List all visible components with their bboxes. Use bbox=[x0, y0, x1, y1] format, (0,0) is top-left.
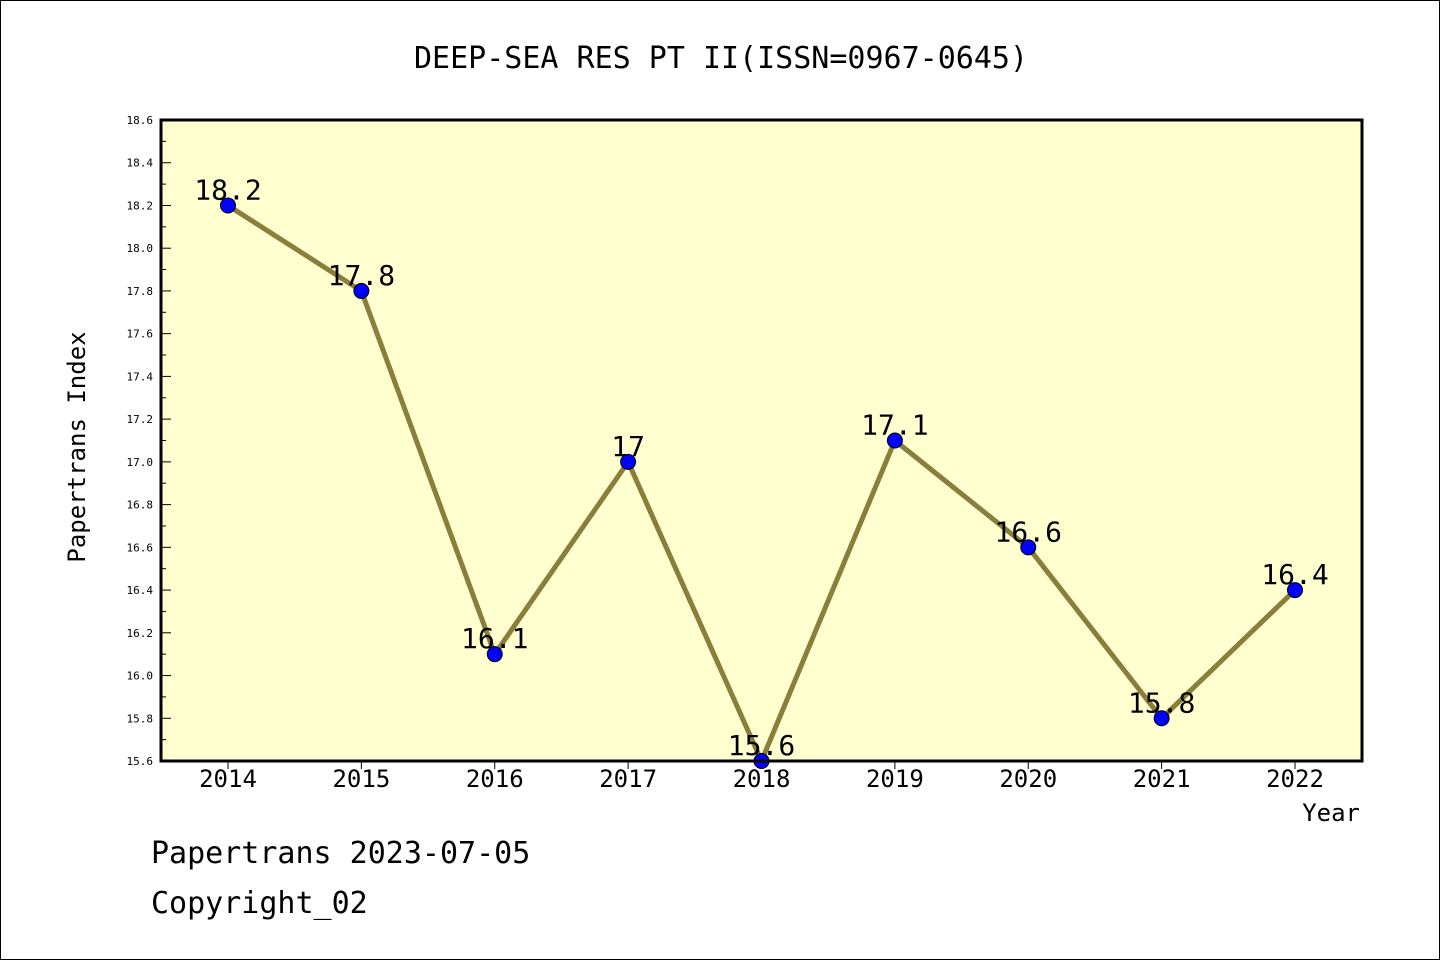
footer-copyright-text: Copyright_02 bbox=[151, 886, 368, 921]
x-tick-label: 2018 bbox=[733, 765, 791, 793]
y-tick-label: 17.8 bbox=[127, 285, 154, 298]
data-label: 17.8 bbox=[328, 259, 395, 292]
data-point bbox=[220, 197, 236, 214]
data-point bbox=[886, 432, 903, 449]
footer-date-text: Papertrans 2023-07-05 bbox=[151, 836, 531, 871]
data-point bbox=[353, 282, 370, 299]
y-tick-label: 18.4 bbox=[127, 157, 154, 170]
data-label: 16.6 bbox=[995, 515, 1062, 548]
y-tick-label: 16.6 bbox=[127, 541, 154, 554]
y-tick-label: 18.2 bbox=[127, 199, 154, 212]
y-tick-label: 16.4 bbox=[127, 584, 154, 597]
data-label: 16.4 bbox=[1261, 558, 1328, 591]
data-point bbox=[1020, 539, 1037, 556]
data-point bbox=[1153, 710, 1170, 727]
x-tick-label: 2022 bbox=[1266, 765, 1324, 793]
y-axis-label: Papertrans Index bbox=[63, 331, 91, 562]
data-point bbox=[486, 646, 503, 663]
data-point bbox=[620, 453, 637, 470]
x-tick-label: 2016 bbox=[466, 765, 524, 793]
chart-title: DEEP-SEA RES PT II(ISSN=0967-0645) bbox=[414, 41, 1028, 76]
y-tick-label: 17.4 bbox=[127, 370, 154, 383]
x-tick-label: 2017 bbox=[599, 765, 657, 793]
y-tick-label: 17.6 bbox=[127, 328, 154, 341]
y-tick-label: 16.8 bbox=[127, 499, 154, 512]
y-tick-label: 17.2 bbox=[127, 413, 154, 426]
x-tick-label: 2020 bbox=[999, 765, 1057, 793]
y-tick-label: 15.6 bbox=[127, 755, 154, 768]
data-point bbox=[1287, 582, 1303, 599]
x-tick-label: 2019 bbox=[866, 765, 924, 793]
plot-background bbox=[161, 120, 1362, 761]
y-tick-label: 18.6 bbox=[127, 114, 154, 127]
x-axis-label: Year bbox=[1302, 799, 1360, 827]
data-label: 18.2 bbox=[194, 173, 261, 206]
x-tick-label: 2014 bbox=[199, 765, 257, 793]
data-label: 15.6 bbox=[728, 729, 795, 762]
y-tick-label: 16.0 bbox=[127, 670, 154, 683]
data-label: 16.1 bbox=[461, 622, 528, 655]
plot-border bbox=[159, 118, 1364, 763]
y-tick-label: 17.0 bbox=[127, 456, 154, 469]
y-tick-label: 16.2 bbox=[127, 627, 154, 640]
data-label: 17.1 bbox=[861, 409, 928, 442]
y-tick-label: 15.8 bbox=[127, 712, 154, 725]
x-tick-label: 2021 bbox=[1133, 765, 1191, 793]
data-label: 17 bbox=[611, 430, 645, 463]
data-label: 15.8 bbox=[1128, 686, 1195, 719]
x-tick-label: 2015 bbox=[332, 765, 390, 793]
y-tick-label: 18.0 bbox=[127, 242, 154, 255]
